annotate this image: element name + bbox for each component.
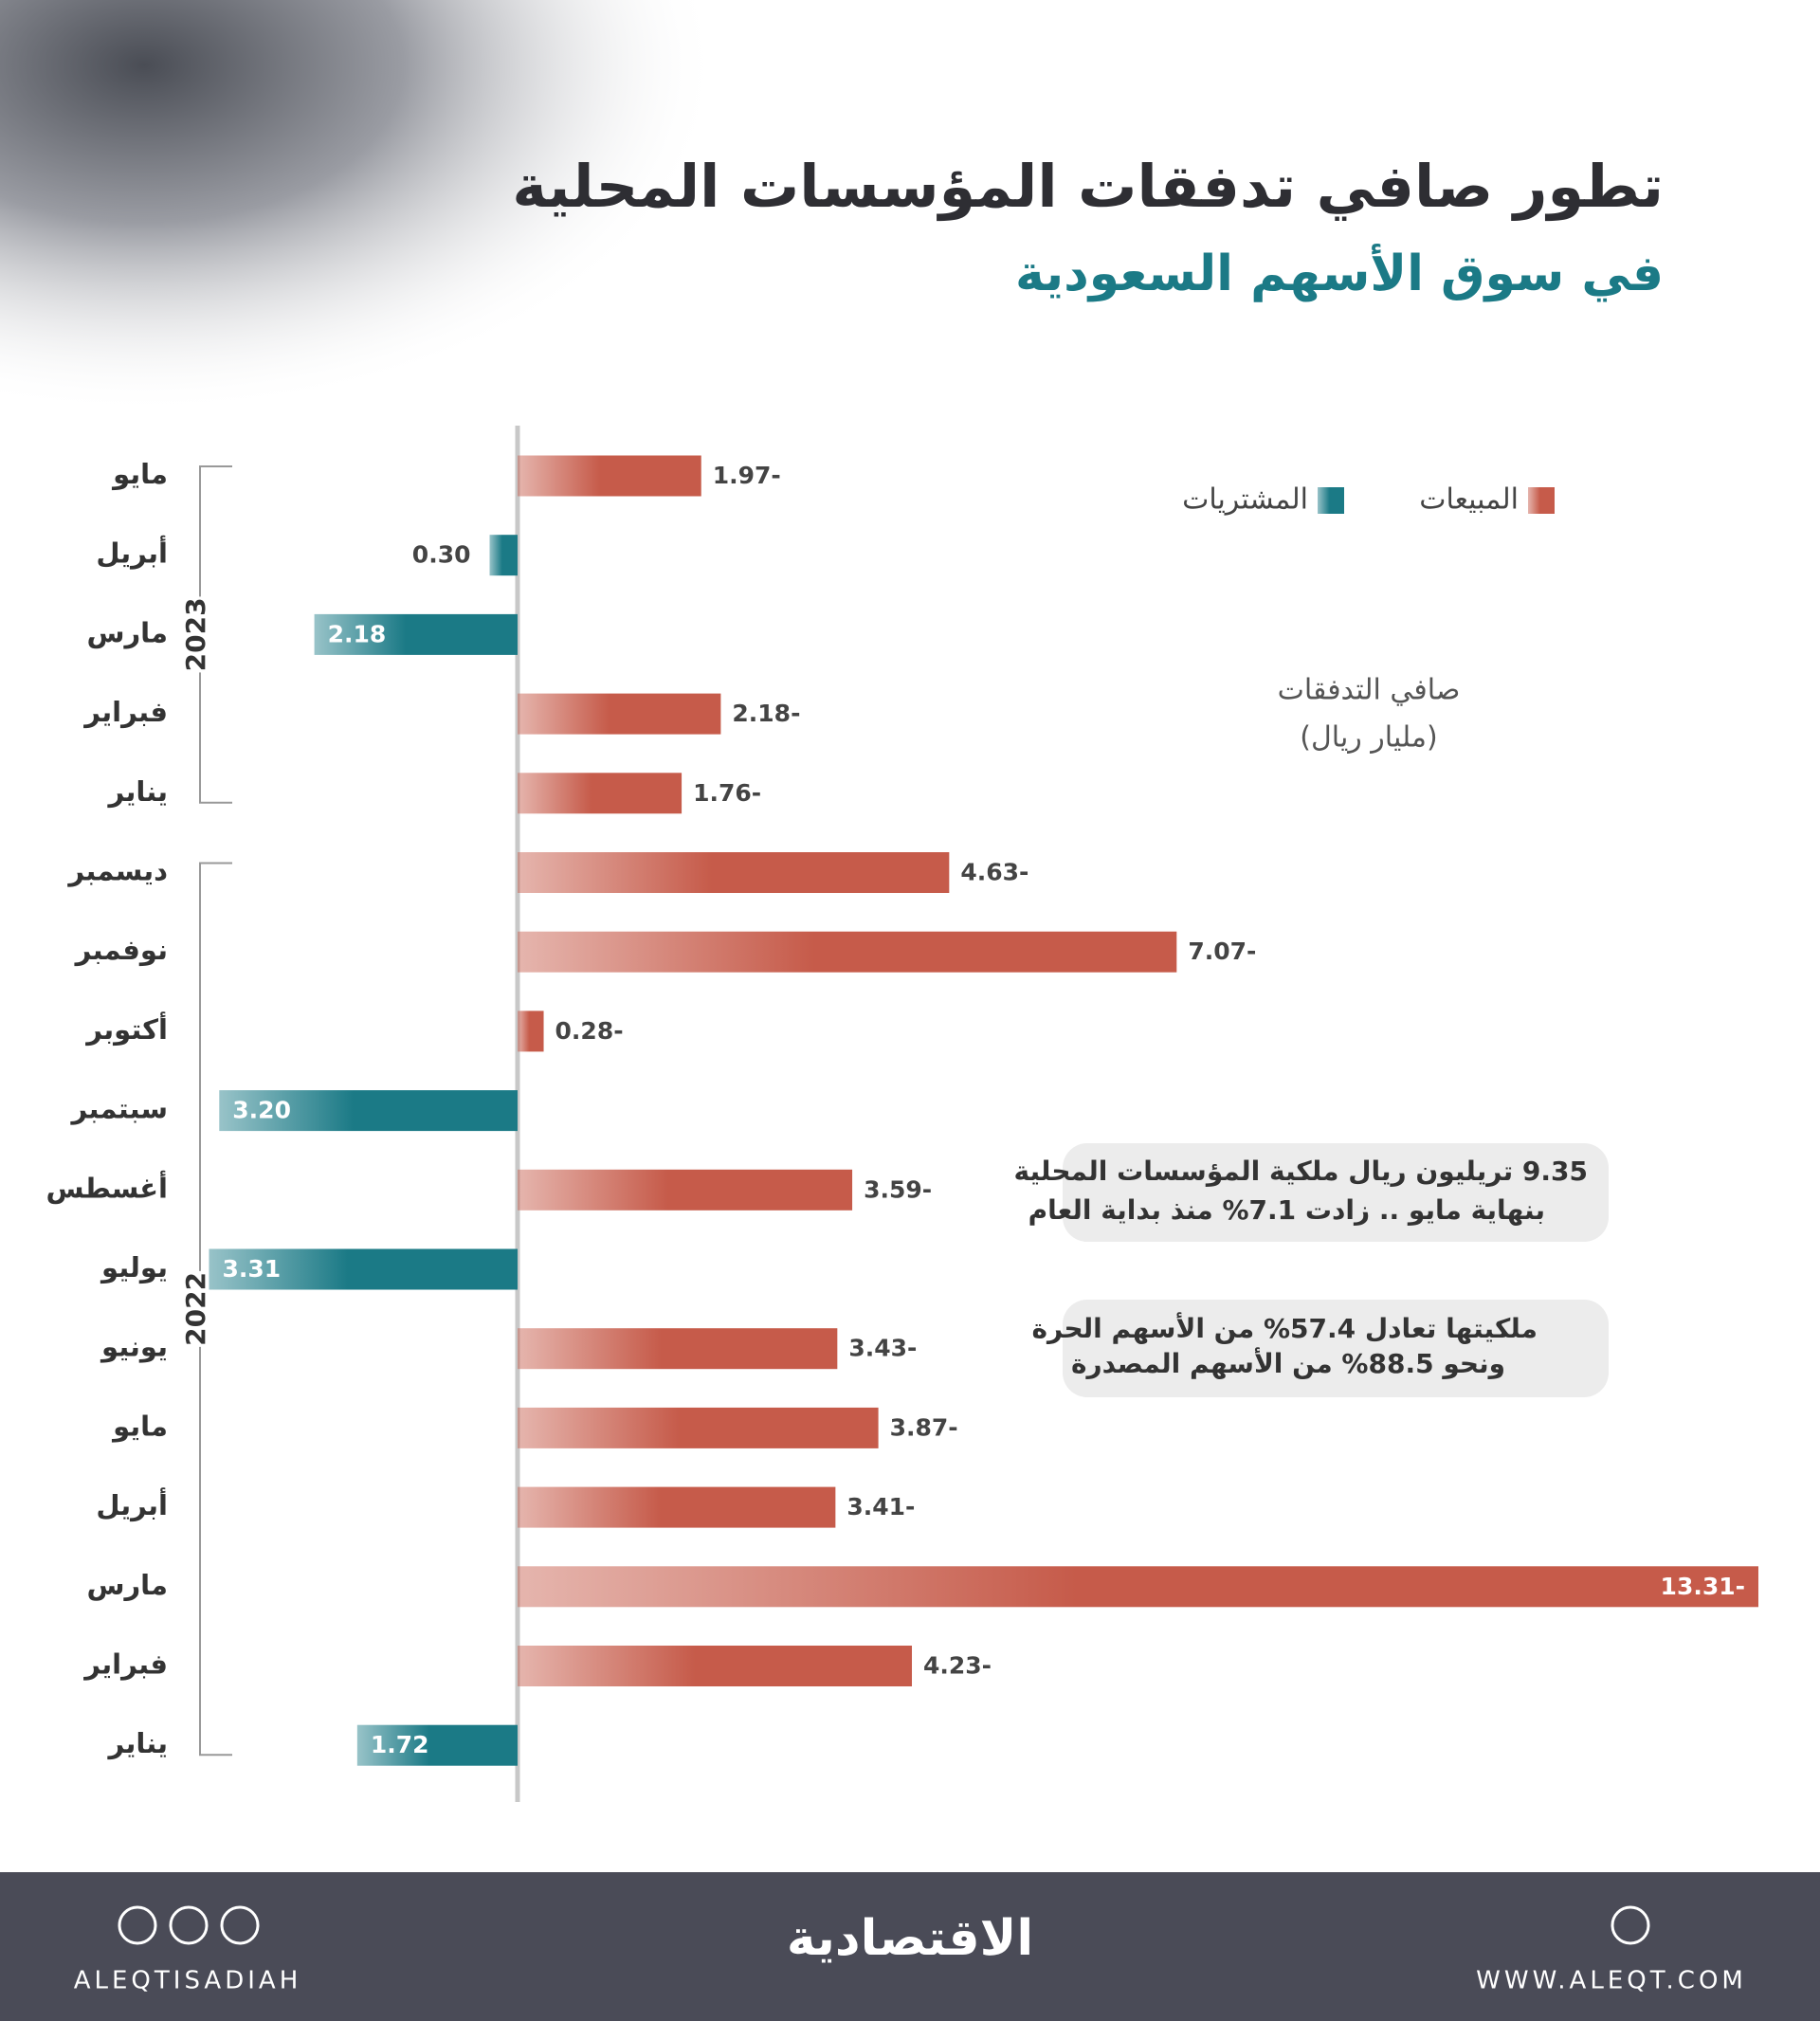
bar [518,1010,544,1052]
bar [518,455,701,497]
category-label: ديسمبر [66,855,168,887]
footer [0,1872,1820,2021]
year-bracket-gap [185,596,215,673]
bar [518,1486,836,1528]
category-label: فبراير [82,696,168,728]
category-label: يوليو [100,1251,168,1284]
legend-swatch [1528,487,1555,514]
annotation: ملكيتها تعادل 57.4% من الأسهم الحرة [1032,1312,1538,1344]
value-label: 0.28- [555,1017,624,1045]
axis-label: (مليار ريال) [1300,721,1437,755]
chart-subtitle: في سوق الأسهم السعودية [1015,243,1664,302]
bar [518,931,1177,973]
legend-label: المشتريات [1182,483,1308,517]
value-label: 13.31- [1661,1573,1745,1600]
bar [489,535,518,576]
instagram-icon[interactable] [118,1905,157,1945]
bar [314,613,518,655]
category-label: يونيو [100,1331,168,1363]
category-label: يناير [106,775,168,808]
year-label: 2022 [180,1272,211,1346]
annotation-box [1063,1143,1609,1242]
footer-website: WWW.ALEQT.COM [1476,1967,1747,1995]
facebook-icon[interactable] [169,1905,209,1945]
legend-label: المبيعات [1419,483,1519,517]
chart-title: تطور صافي تدفقات المؤسسات المحلية [512,152,1664,221]
category-label: أبريل [96,1487,168,1521]
bar [518,693,721,735]
value-label: 1.76- [693,779,761,807]
bar [219,1090,519,1132]
value-label: 0.30 [412,541,471,569]
year-label: 2023 [180,597,211,671]
category-label: نوفمبر [74,934,168,966]
category-label: مارس [86,616,168,648]
value-label: 1.72 [371,1731,429,1758]
bar [518,773,682,814]
twitter-icon[interactable] [220,1905,260,1945]
bar [518,1328,838,1370]
value-label: 1.97- [713,462,781,489]
header-photo [0,0,720,436]
bar [518,1169,853,1211]
value-label: 4.23- [923,1652,992,1680]
bar [518,1407,879,1448]
value-label: 3.87- [890,1413,958,1441]
value-label: 2.18- [732,700,800,727]
value-label: 3.59- [864,1175,932,1203]
annotation-box [1063,1300,1609,1397]
footer-handle: ALEQTISADIAH [74,1967,302,1995]
value-label: 7.07- [1188,938,1256,965]
category-label: مايو [111,1410,168,1442]
footer-brand: الاقتصادية [787,1910,1033,1967]
annotation: ونحو 88.5% من الأسهم المصدرة [1071,1347,1505,1379]
value-label: 2.18 [328,620,387,647]
bar [518,1566,1758,1608]
value-label: 3.41- [846,1493,915,1520]
category-label: مايو [111,458,168,490]
value-label: 3.31 [222,1255,281,1283]
bar [518,852,950,893]
bar [518,1646,913,1686]
category-label: أكتوبر [84,1011,168,1046]
value-label: 4.63- [960,859,1028,886]
category-label: أغسطس [46,1170,168,1204]
annotation: 9.35 تريليون ريال ملكية المؤسسات المحلية [1013,1156,1588,1187]
bar [209,1248,518,1290]
bar [356,1724,518,1766]
category-label: يناير [106,1727,168,1759]
axis-label: صافي التدفقات [1278,674,1461,707]
dribbble-icon[interactable] [1611,1905,1650,1945]
annotation: بنهاية مايو .. زادت 7.1% منذ بداية العام [1028,1194,1545,1226]
value-label: 3.20 [232,1097,291,1124]
category-label: سبتمبر [69,1093,168,1125]
category-label: أبريل [96,536,168,570]
value-label: 3.43- [848,1335,917,1362]
category-label: فبراير [82,1648,168,1681]
category-label: مارس [86,1569,168,1601]
legend-swatch [1318,487,1344,514]
